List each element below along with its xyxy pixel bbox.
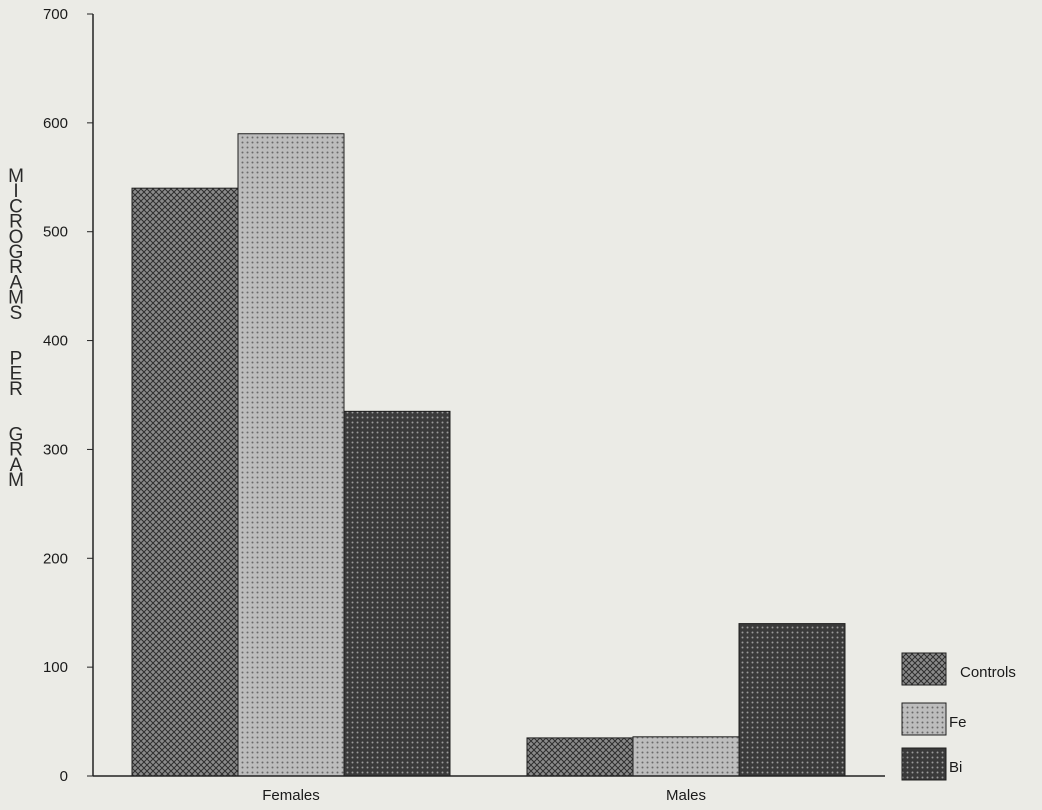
y-axis-label-letter: M [8,288,24,309]
y-axis-label-letter: R [9,379,23,400]
axes [92,14,885,777]
y-axis-label-letter: R [9,257,23,278]
legend-swatch-controls [901,652,947,686]
legend-swatch-fe [901,702,947,736]
y-axis-label-letter: I [13,181,18,202]
y-tick-label: 200 [43,550,68,567]
legend: Controls Fe Bi [901,652,1016,781]
y-axis-label-letter: S [10,303,23,324]
bar-males-fe [632,736,740,777]
legend-swatch-bi [901,747,947,781]
y-tick-label: 600 [43,115,68,132]
y-tick-label: 700 [43,6,68,23]
legend-label-controls: Controls [960,664,1016,681]
y-axis-label-letter: P [10,348,23,369]
y-tick-label: 400 [43,333,68,350]
y-axis-ticks: 0 100 200 300 400 500 600 700 [43,6,93,785]
bar-females-fe [237,133,345,777]
bar-males-controls [526,737,634,777]
y-axis-label-letter: E [10,364,23,385]
bar-females-controls [131,187,239,777]
bar-males-bi [738,623,846,777]
y-axis-label-letter: G [9,242,24,263]
y-axis-label-letter: R [9,212,23,233]
y-tick-label: 300 [43,441,68,458]
category-label: Females [262,787,320,804]
y-axis-label-letter: M [8,166,24,187]
y-axis-label-letter: A [10,455,23,476]
y-axis-label-letter: C [9,196,23,217]
y-tick-label: 0 [60,768,68,785]
legend-label-fe: Fe [949,714,967,731]
category-label: Males [666,787,706,804]
y-tick-label: 100 [43,659,68,676]
y-tick-label: 500 [43,224,68,241]
bar-females-bi [343,410,451,777]
y-axis-label-letter: O [9,227,24,248]
category-labels: Females Males [262,787,706,804]
y-axis-label-letter: A [10,272,23,293]
y-axis-label-letter: G [9,424,24,445]
y-axis-label-letter: M [8,470,24,491]
bars [131,133,846,777]
legend-label-bi: Bi [949,759,962,776]
y-axis-label-letter: R [9,440,23,461]
